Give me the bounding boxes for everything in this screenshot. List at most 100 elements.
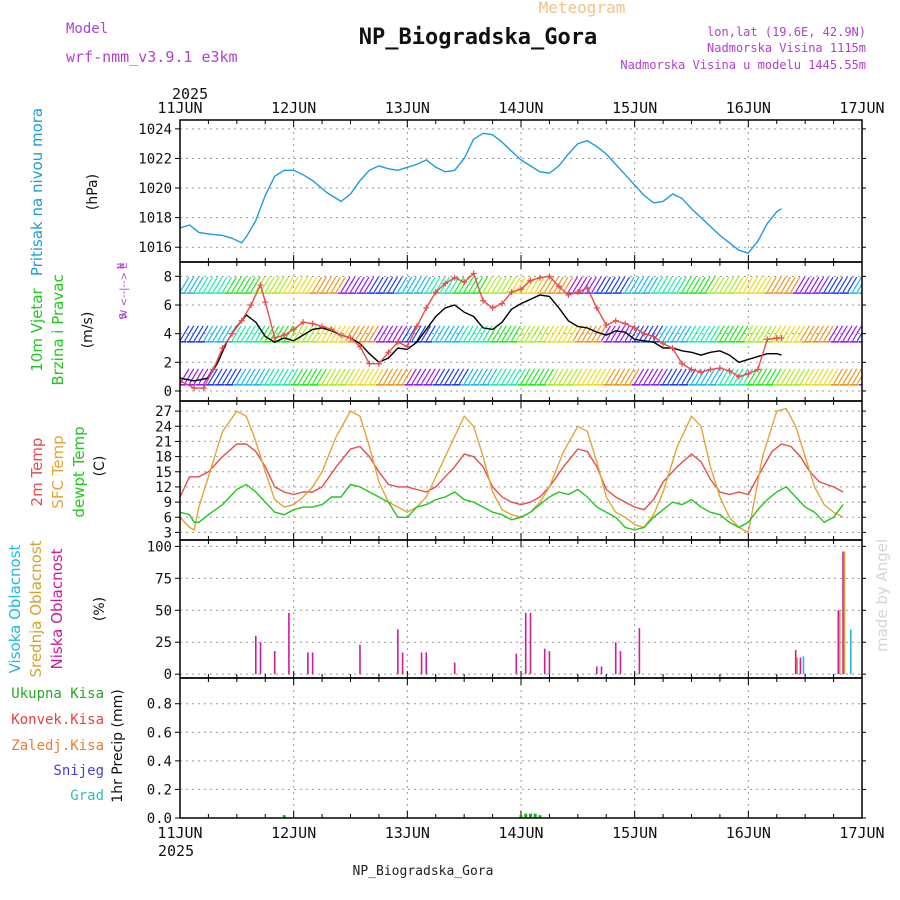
wind-barb bbox=[212, 276, 223, 293]
wind-barb bbox=[643, 325, 654, 342]
y-tick-label: 1022 bbox=[138, 151, 172, 167]
wind-barb bbox=[482, 325, 493, 342]
wind-barb bbox=[847, 325, 858, 342]
precip-bar bbox=[528, 813, 532, 818]
gust-marker bbox=[669, 344, 676, 351]
precip-legend-item: Zaledj.Kisa bbox=[11, 738, 104, 754]
wind-barb bbox=[667, 276, 678, 293]
wind-barb bbox=[852, 325, 862, 342]
low-cloud-title: Niska Oblacnost bbox=[48, 548, 66, 669]
wind-barb bbox=[255, 368, 266, 385]
wind-barb bbox=[506, 368, 517, 385]
wind-barb bbox=[544, 368, 555, 385]
gust-marker bbox=[660, 340, 667, 347]
wind-barb bbox=[752, 325, 763, 342]
wind-barb bbox=[733, 325, 744, 342]
wind-barb bbox=[288, 276, 299, 293]
gust-marker bbox=[238, 317, 245, 324]
wind-barb bbox=[804, 325, 815, 342]
wind-barb bbox=[624, 276, 635, 293]
wind-barb bbox=[207, 276, 218, 293]
wind-barb bbox=[766, 325, 777, 342]
wind-barb bbox=[610, 276, 621, 293]
gust-marker bbox=[404, 343, 411, 350]
y-tick-label: 6 bbox=[164, 510, 172, 526]
y-tick-label: 1020 bbox=[138, 181, 172, 197]
wind-barb bbox=[416, 368, 427, 385]
y-tick-label: 2 bbox=[164, 355, 172, 371]
gust-marker bbox=[248, 301, 255, 308]
gust-marker bbox=[300, 319, 307, 326]
wind-barb bbox=[184, 368, 195, 385]
wind-barb bbox=[402, 276, 413, 293]
wind-barb bbox=[245, 276, 256, 293]
gust-marker bbox=[366, 360, 373, 367]
precip-legend-item: Ukupna Kisa bbox=[11, 686, 104, 702]
panel-data-cloud bbox=[254, 551, 852, 675]
temp2m-axis-title: 2m Temp bbox=[28, 438, 46, 507]
wind-barb bbox=[364, 368, 375, 385]
wind-barb bbox=[511, 368, 522, 385]
wind-barb bbox=[780, 325, 792, 342]
wind-barb bbox=[449, 325, 460, 342]
wind-barb bbox=[780, 276, 792, 293]
wind-barb bbox=[255, 325, 266, 342]
wind-barb bbox=[719, 276, 730, 293]
wind-barb bbox=[274, 368, 285, 385]
wind-barb bbox=[743, 276, 754, 293]
wind-barb bbox=[468, 325, 479, 342]
wind-barb bbox=[307, 276, 318, 293]
wind-barb bbox=[468, 368, 479, 385]
wind-barb bbox=[738, 368, 749, 385]
wind-barb bbox=[435, 276, 446, 293]
wind-barb bbox=[814, 325, 825, 342]
wind-barb bbox=[600, 276, 612, 293]
wind-barb bbox=[743, 325, 754, 342]
precip-bar bbox=[538, 815, 542, 818]
wind-barb bbox=[686, 276, 697, 293]
wind-barb bbox=[302, 368, 313, 385]
wind-barb bbox=[695, 276, 706, 293]
wind-barb bbox=[705, 325, 716, 342]
wind-barb bbox=[529, 276, 540, 293]
wind-barb bbox=[785, 325, 796, 342]
wind-barb bbox=[757, 325, 768, 342]
day-label-bottom: 12JUN bbox=[271, 824, 316, 842]
y-tick-label: 0.0 bbox=[147, 811, 172, 827]
wind-barb bbox=[269, 368, 280, 385]
wind-barb bbox=[804, 276, 815, 293]
wind-barb bbox=[463, 276, 474, 293]
gust-marker bbox=[385, 349, 392, 356]
wind-barb bbox=[477, 368, 488, 385]
wind-barb bbox=[823, 325, 834, 342]
wind-barb bbox=[799, 276, 810, 293]
wind-barb bbox=[207, 368, 218, 385]
wind-barb bbox=[392, 368, 403, 385]
wind-barb bbox=[833, 325, 844, 342]
wind-barb bbox=[553, 325, 564, 342]
wind-barb bbox=[724, 325, 735, 342]
wind-unit: (m/s) bbox=[80, 312, 96, 349]
wind-barb bbox=[496, 325, 507, 342]
wind-barb bbox=[525, 325, 536, 342]
wind-barb bbox=[340, 368, 351, 385]
wind-barb bbox=[430, 276, 441, 293]
y-tick-label: 18 bbox=[155, 450, 172, 466]
gust-marker bbox=[622, 320, 629, 327]
wind-barb bbox=[511, 325, 522, 342]
wind-barb bbox=[302, 276, 313, 293]
wind-barb bbox=[534, 368, 545, 385]
wind-barb bbox=[283, 368, 294, 385]
wind-barb bbox=[454, 276, 465, 293]
panel-frame bbox=[179, 677, 863, 819]
wind-barb bbox=[700, 325, 711, 342]
y-tick-label: 1024 bbox=[138, 122, 172, 138]
wind-barb bbox=[757, 276, 768, 293]
wind-barb bbox=[316, 276, 327, 293]
compass-south: S bbox=[118, 313, 129, 319]
gust-marker bbox=[470, 270, 477, 277]
y-tick-label: 21 bbox=[155, 434, 172, 450]
wind-barb bbox=[709, 368, 720, 385]
panel-data-wind bbox=[180, 270, 862, 392]
wind-barb bbox=[492, 276, 503, 293]
